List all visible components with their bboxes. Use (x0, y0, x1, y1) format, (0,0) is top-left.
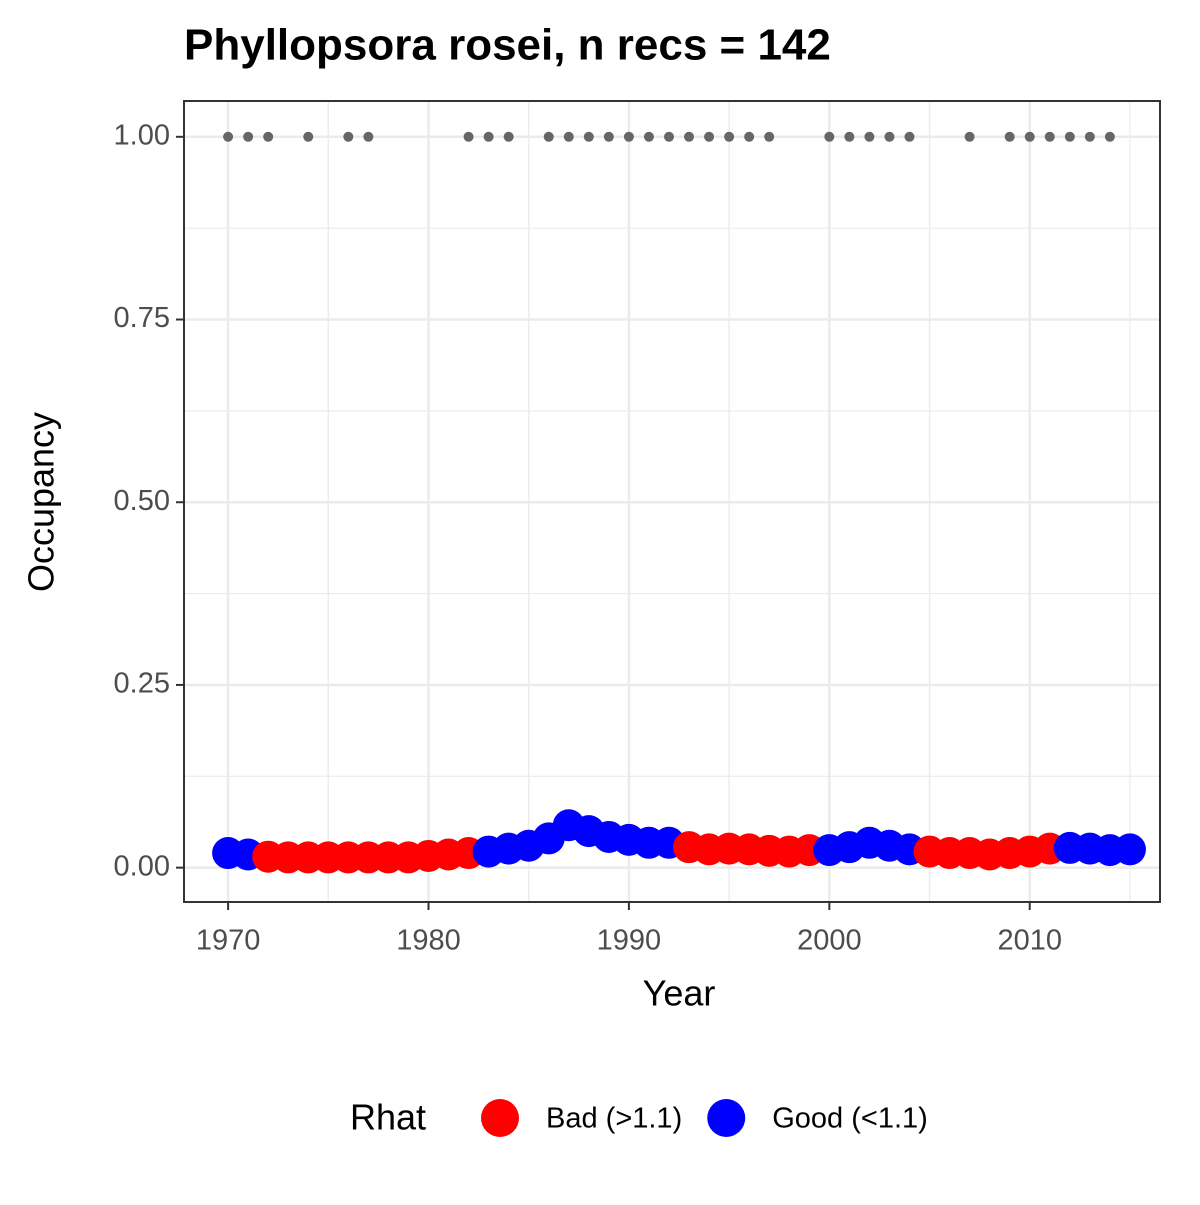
record-point (1084, 131, 1095, 142)
record-point (303, 131, 314, 142)
record-point (684, 131, 695, 142)
record-point (663, 131, 674, 142)
record-point (1004, 131, 1015, 142)
record-point (223, 131, 234, 142)
record-point (363, 131, 374, 142)
legend-key (707, 1099, 746, 1137)
record-point (603, 131, 614, 142)
record-point (1104, 131, 1115, 142)
chart-title: Phyllopsora rosei, n recs = 142 (184, 21, 831, 70)
legend-key (481, 1099, 519, 1137)
x-tick-label: 1970 (196, 925, 261, 957)
record-point (263, 131, 274, 142)
y-tick-label: 0.50 (114, 485, 170, 517)
y-tick-label: 0.25 (114, 668, 170, 700)
record-point (1064, 131, 1075, 142)
legend-label: Bad (>1.1) (546, 1103, 682, 1135)
x-tick-label: 1980 (396, 925, 461, 957)
y-tick-label: 1.00 (114, 119, 170, 151)
record-point (764, 131, 775, 142)
record-point (563, 131, 574, 142)
record-point (543, 131, 554, 142)
y-axis-label: Occupancy (21, 412, 62, 592)
record-point (583, 131, 594, 142)
y-tick-label: 0.75 (114, 302, 170, 334)
record-point (964, 131, 975, 142)
record-point (643, 131, 654, 142)
record-point (904, 131, 915, 142)
legend-label: Good (<1.1) (772, 1103, 928, 1135)
record-point (483, 131, 494, 142)
record-point (343, 131, 354, 142)
record-point (724, 131, 735, 142)
legend-title: Rhat (350, 1097, 426, 1138)
record-point (1024, 131, 1035, 142)
record-point (744, 131, 755, 142)
record-point (1044, 131, 1055, 142)
record-point (824, 131, 835, 142)
x-tick-label: 2010 (997, 925, 1062, 957)
record-point (864, 131, 875, 142)
record-point (503, 131, 514, 142)
plot-border (183, 100, 1161, 903)
record-point (463, 131, 474, 142)
occupancy-point (1113, 833, 1146, 866)
x-tick-label: 2000 (797, 925, 862, 957)
record-point (623, 131, 634, 142)
record-point (844, 131, 855, 142)
record-point (884, 131, 895, 142)
x-tick-label: 1990 (597, 925, 662, 957)
record-point (704, 131, 715, 142)
y-tick-label: 0.00 (114, 850, 170, 882)
x-axis-label: Year (643, 973, 716, 1014)
record-point (243, 131, 254, 142)
